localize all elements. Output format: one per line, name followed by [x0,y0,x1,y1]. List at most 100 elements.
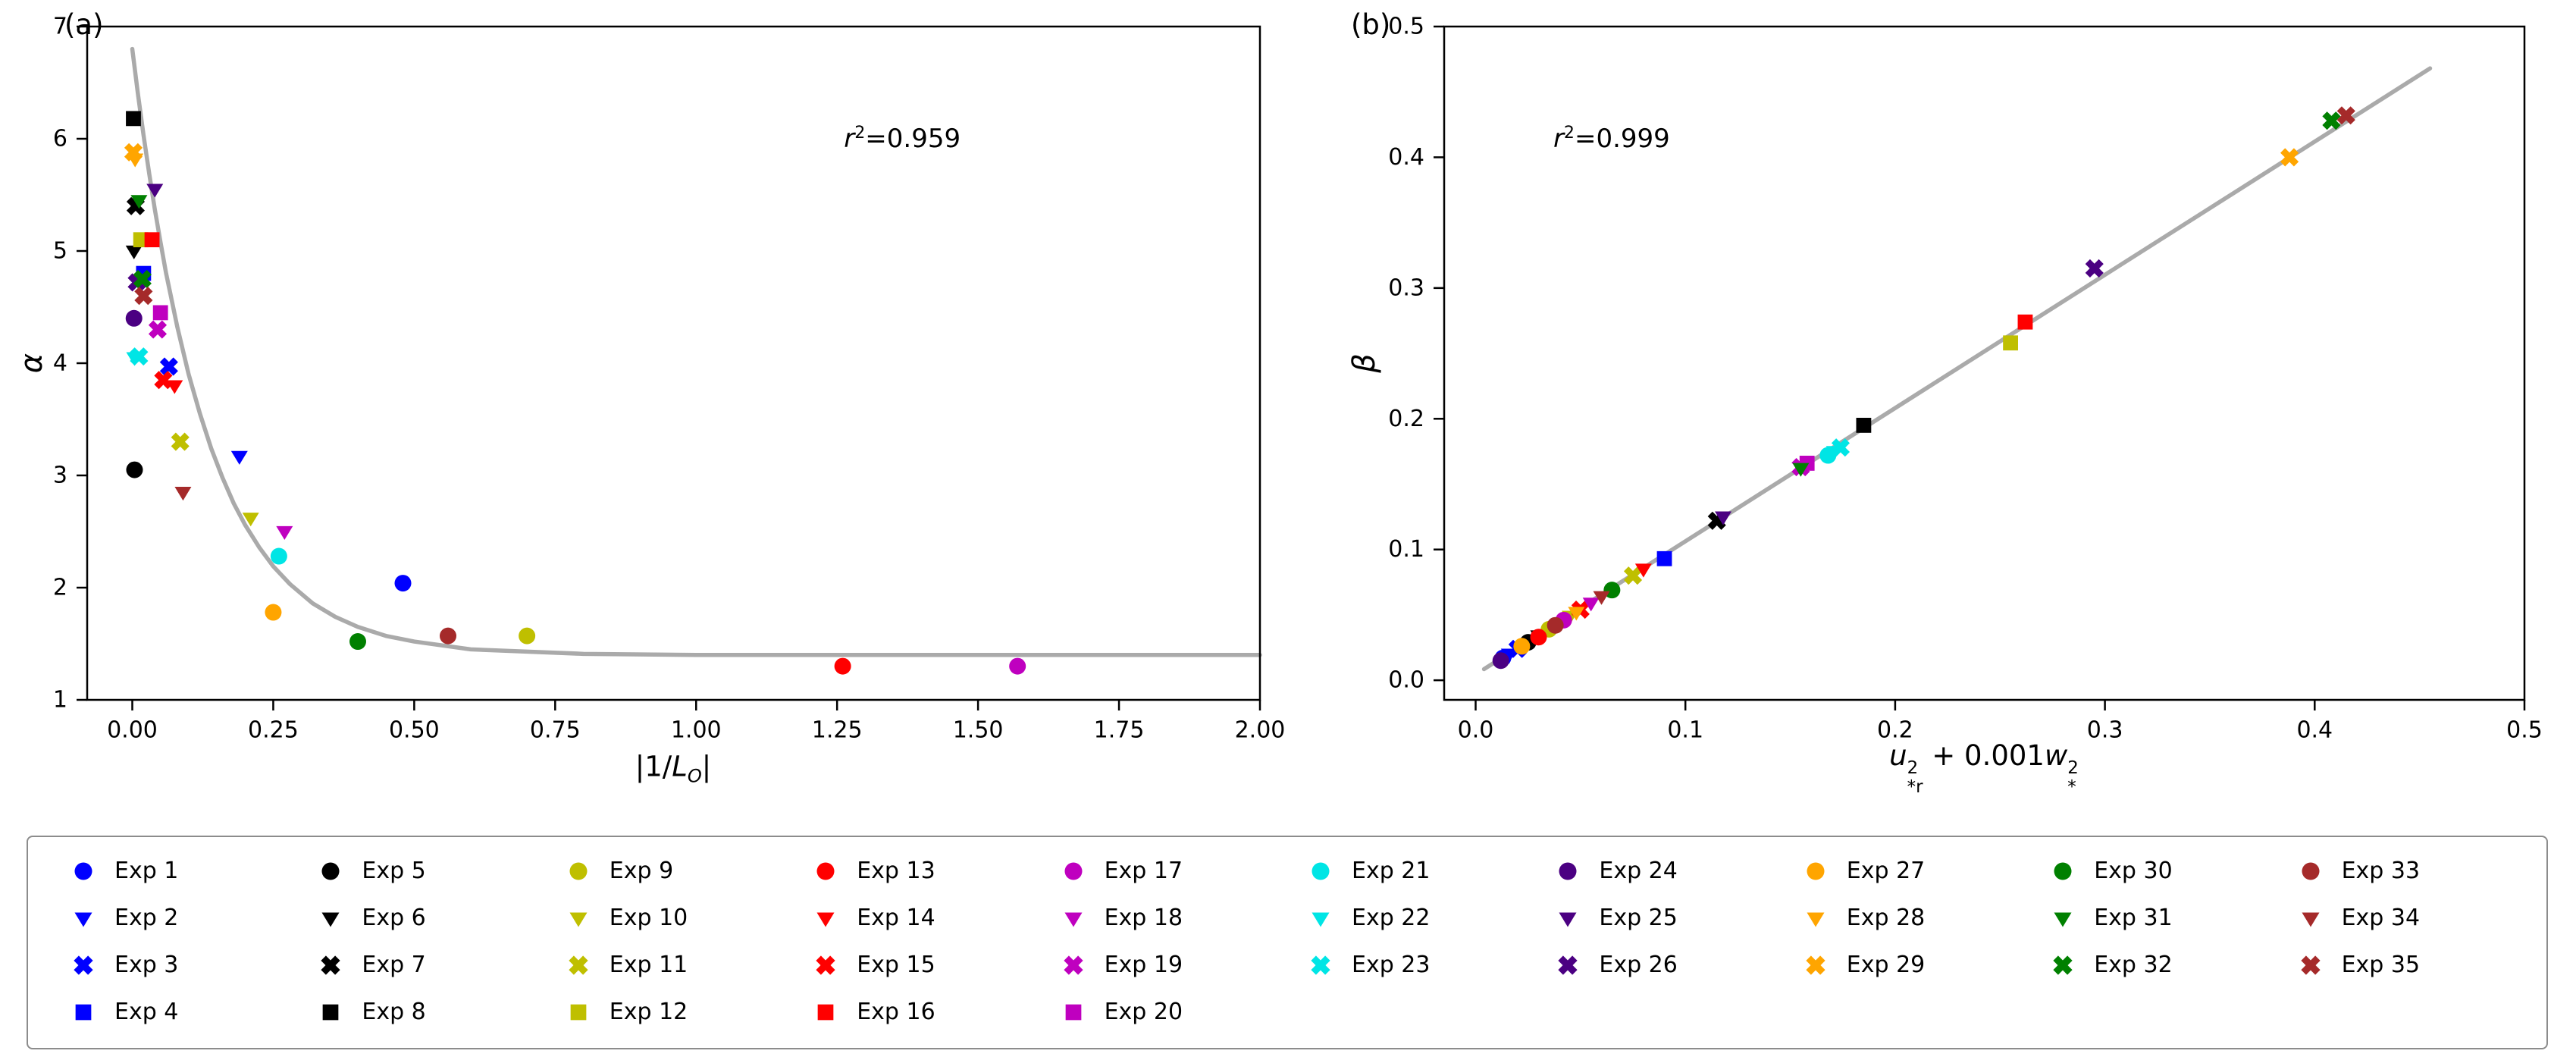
legend-grid: Exp 1 Exp 2 Exp 3 Exp 4 Exp 5 Exp 6 Exp 7 Exp 8… [28,837,2546,1042]
data-point-exp-34 [1593,591,1610,605]
legend-item-exp-32: Exp 32 [2045,952,2288,979]
legend-label: Exp 23 [1351,952,1431,978]
x-glyph [569,955,588,975]
data-point-exp-26 [2085,259,2104,278]
x-glyph [1311,955,1330,975]
legend-label: Exp 33 [2341,858,2421,884]
y-tick-label: 0.1 [1388,536,1424,563]
x-glyph [816,955,835,975]
legend-label: Exp 6 [362,905,426,931]
y-tick-label: 0.3 [1388,274,1424,301]
legend-label: Exp 25 [1599,905,1678,931]
triangle-down-marker-icon [816,912,835,927]
x-marker-icon [1063,955,1083,975]
panel-b-plot: 0.0 0.1 0.2 0.3 0.4 0.5 0.0 0.1 0.2 0.3 0.4 0.5 [1388,14,2543,744]
triangle-down-glyph [1064,912,1083,927]
x-glyph [1558,955,1578,975]
data-point-exp-16 [2017,314,2033,330]
legend-item-exp-20: Exp 20 [1056,999,1299,1026]
triangle-down-marker-icon [1559,912,1577,927]
legend-item-exp-9: Exp 9 [561,858,804,885]
triangle-down-glyph [74,912,92,927]
panel-a-r-squared-annotation: r2=0.959 [844,122,961,154]
triangle-down-marker-icon [321,912,340,927]
x-tick-label: 1.25 [812,717,863,744]
triangle-down-marker-icon [2054,912,2072,927]
data-point-exp-19 [148,320,168,339]
data-point-exp-20 [152,305,168,321]
y-tick-label: 4 [53,350,67,377]
legend-item-exp-6: Exp 6 [313,905,556,932]
circle-glyph [74,862,92,880]
data-point-exp-9 [519,627,536,645]
triangle-down-glyph [321,912,340,927]
data-point-exp-24 [125,309,143,327]
legend: Exp 1 Exp 2 Exp 3 Exp 4 Exp 5 Exp 6 Exp 7 Exp 8… [27,836,2548,1049]
data-point-exp-29 [2280,148,2299,167]
data-point-exp-5 [126,461,143,478]
legend-label: Exp 4 [114,999,179,1025]
circle-glyph [569,862,588,880]
data-point-exp-3 [159,357,178,376]
legend-item-exp-31: Exp 31 [2045,905,2288,932]
legend-label: Exp 1 [114,858,179,884]
x-glyph [1806,955,1825,975]
data-point-exp-29 [124,143,143,162]
data-point-exp-6 [125,245,143,259]
x-marker-icon [1558,955,1578,975]
x-tick-label: 1.50 [953,717,1004,744]
panel-a-plot: 0.00 0.25 0.50 0.75 1.00 1.25 1.50 1.75 2.00 1 2 3 4… [53,14,1285,744]
y-tick-label: 1 [53,687,67,714]
x-glyph [2300,955,2321,975]
data-point-exp-4 [1656,550,1672,566]
legend-label: Exp 3 [114,952,179,978]
legend-item-exp-8: Exp 8 [313,999,556,1026]
circle-marker-icon [816,862,835,880]
fit-line [130,46,1262,657]
legend-item-exp-35: Exp 35 [2293,952,2536,979]
triangle-down-glyph [2302,912,2320,927]
panel-b-ylabel: β [1347,353,1382,373]
triangle-down-marker-icon [1807,912,1825,927]
y-tick-label: 0.5 [1388,14,1424,40]
triangle-down-marker-icon [2302,912,2320,927]
data-point-exp-13 [1530,629,1547,646]
y-tick-label: 0.4 [1388,144,1424,171]
triangle-down-marker-icon [74,912,92,927]
legend-item-exp-15: Exp 15 [808,952,1051,979]
legend-label: Exp 34 [2341,905,2421,931]
triangle-down-glyph [1312,912,1330,927]
data-point-exp-23 [1831,438,1851,457]
triangle-down-marker-icon [569,912,588,927]
triangle-down-marker-icon [1312,912,1330,927]
y-tick-label: 5 [53,238,67,265]
legend-item-exp-29: Exp 29 [1798,952,2041,979]
legend-item-exp-23: Exp 23 [1303,952,1546,979]
legend-label: Exp 7 [362,952,426,978]
data-point-exp-8 [126,111,141,127]
data-point-exp-32 [133,269,152,289]
triangle-down-glyph [1807,912,1825,927]
triangle-down-glyph [816,912,835,927]
legend-item-exp-18: Exp 18 [1056,905,1299,932]
data-point-exp-10 [242,513,259,527]
legend-item-exp-1: Exp 1 [66,858,309,885]
legend-label: Exp 9 [609,858,674,884]
x-tick-label: 0.1 [1667,717,1703,744]
legend-label: Exp 8 [362,999,426,1025]
data-point-exp-17 [1009,657,1026,675]
square-marker-icon [323,1004,339,1021]
data-point-exp-14 [1634,563,1652,578]
circle-marker-icon [1064,862,1083,880]
data-point-exp-11 [1623,566,1643,585]
x-marker-icon [569,955,588,975]
x-marker-icon [1311,955,1330,975]
data-point-exp-35 [2336,106,2355,125]
circle-marker-icon [569,862,588,880]
data-point-exp-24 [1492,652,1509,670]
legend-item-exp-7: Exp 7 [313,952,556,979]
legend-item-exp-10: Exp 10 [561,905,804,932]
x-glyph [2053,955,2073,975]
legend-label: Exp 14 [857,905,935,931]
